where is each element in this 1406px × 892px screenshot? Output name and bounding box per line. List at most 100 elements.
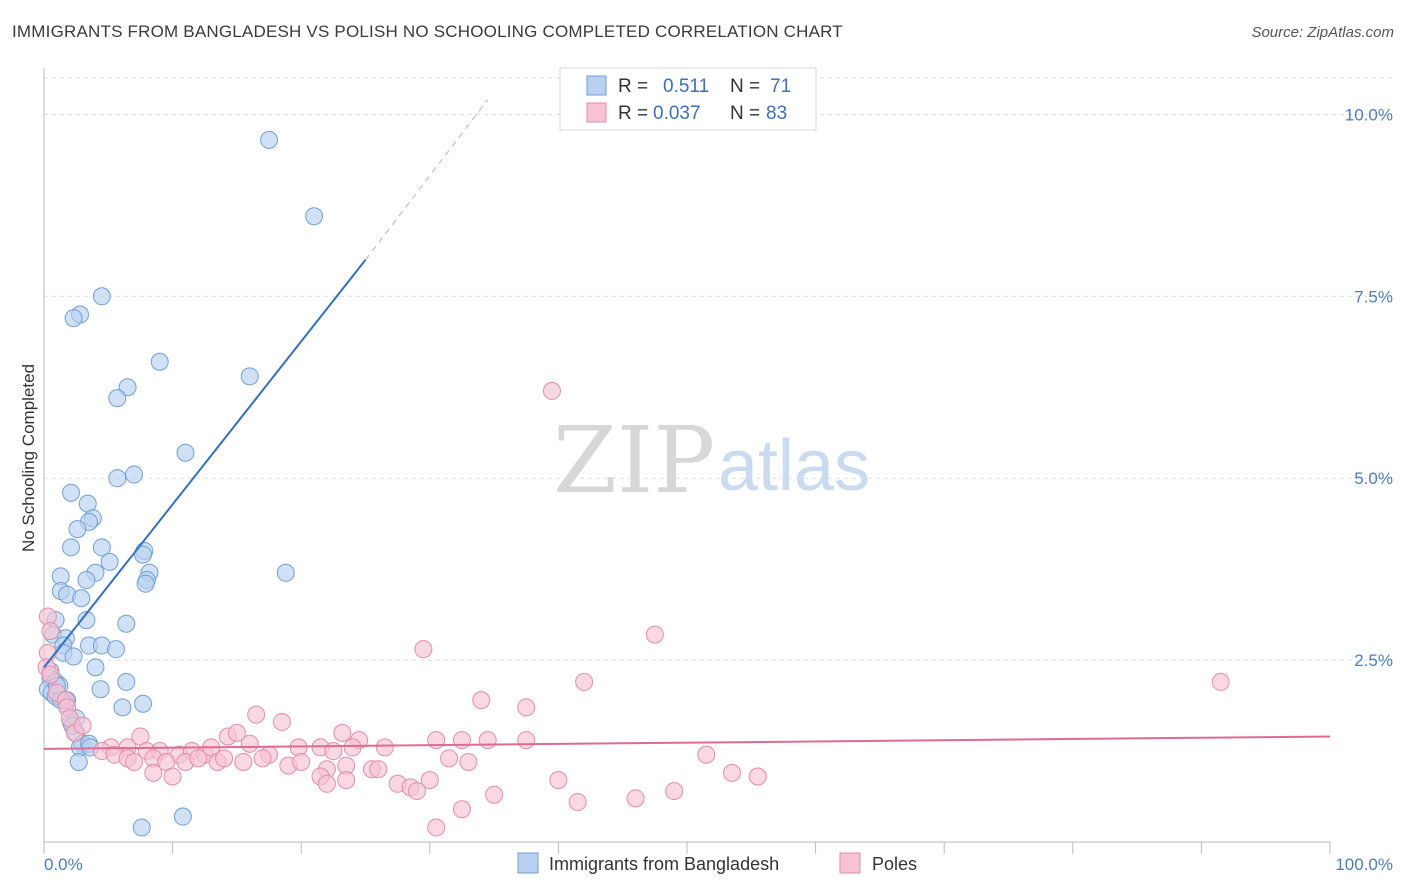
data-point-poles — [517, 731, 536, 750]
data-point-poles — [452, 800, 471, 819]
data-point-bangladesh — [64, 309, 83, 328]
data-point-poles — [626, 789, 645, 808]
data-point-poles — [697, 745, 716, 764]
data-point-poles — [41, 621, 60, 640]
data-point-bangladesh — [62, 538, 81, 557]
data-point-poles — [337, 771, 356, 790]
data-point-bangladesh — [276, 563, 295, 582]
x-tick-label: 0.0% — [44, 855, 83, 874]
y-tick-label: 10.0% — [1345, 105, 1393, 124]
data-point-bangladesh — [305, 207, 324, 226]
y-tick-label: 2.5% — [1354, 651, 1393, 670]
data-point-bangladesh — [77, 571, 96, 590]
legend-n-value-2: 83 — [766, 103, 787, 124]
data-point-poles — [343, 738, 362, 757]
data-point-poles — [452, 731, 471, 750]
data-point-poles — [215, 749, 234, 768]
data-point-poles — [234, 752, 253, 771]
data-point-bangladesh — [176, 443, 195, 462]
legend-r-label-2: R = — [618, 103, 648, 124]
data-point-bangladesh — [136, 574, 155, 593]
legend-swatch-bangladesh — [586, 75, 607, 96]
data-point-bangladesh — [260, 130, 279, 149]
data-point-bangladesh — [240, 367, 259, 386]
data-point-bangladesh — [86, 658, 105, 677]
data-point-poles — [227, 723, 246, 742]
data-point-bangladesh — [92, 287, 111, 306]
chart-title: IMMIGRANTS FROM BANGLADESH VS POLISH NO … — [12, 22, 843, 41]
watermark-zip: ZIP — [553, 407, 715, 514]
data-point-poles — [568, 792, 587, 811]
data-point-bangladesh — [77, 611, 96, 630]
y-axis-title: No Schooling Completed — [19, 364, 38, 552]
bottom-legend-label-bangladesh: Immigrants from Bangladesh — [549, 854, 779, 874]
trend-line-poles — [43, 735, 1331, 750]
data-point-poles — [247, 705, 266, 724]
data-point-bangladesh — [173, 807, 192, 826]
data-point-bangladesh — [134, 545, 153, 564]
series-legend: Immigrants from Bangladesh Poles — [517, 852, 917, 874]
data-point-poles — [542, 381, 561, 400]
data-point-bangladesh — [92, 538, 111, 557]
data-point-poles — [748, 767, 767, 786]
data-point-bangladesh — [117, 672, 136, 691]
data-point-poles — [723, 763, 742, 782]
trend-lines — [43, 99, 1331, 750]
legend-n-label-2: N = — [730, 103, 760, 124]
data-point-bangladesh — [108, 389, 127, 408]
data-point-bangladesh — [108, 469, 127, 488]
data-point-poles — [1211, 672, 1230, 691]
data-point-poles — [369, 760, 388, 779]
data-point-poles — [575, 672, 594, 691]
data-point-bangladesh — [107, 640, 126, 659]
data-point-bangladesh — [64, 647, 83, 666]
data-point-poles — [420, 771, 439, 790]
y-tick-labels: 2.5% 5.0% 7.5% 10.0% — [1345, 105, 1393, 670]
data-point-poles — [665, 782, 684, 801]
data-point-poles — [73, 716, 92, 735]
data-point-poles — [317, 774, 336, 793]
data-point-poles — [125, 752, 144, 771]
data-point-poles — [41, 665, 60, 684]
watermark-atlas: atlas — [718, 426, 870, 506]
trend-line-bangladesh-extension — [365, 99, 489, 261]
axes — [43, 68, 1331, 854]
data-point-bangladesh — [100, 552, 119, 571]
data-point-bangladesh — [132, 818, 151, 837]
legend-r-label-1: R = — [618, 76, 648, 97]
data-point-poles — [427, 818, 446, 837]
data-point-poles — [414, 640, 433, 659]
bottom-legend-swatch-bangladesh — [517, 852, 539, 874]
legend-r-value-1: 0.511 — [663, 76, 709, 97]
data-point-poles — [478, 731, 497, 750]
data-point-poles — [459, 752, 478, 771]
data-point-bangladesh — [91, 680, 110, 699]
data-point-poles — [472, 691, 491, 710]
legend-swatch-poles — [586, 102, 607, 123]
data-point-bangladesh — [69, 752, 88, 771]
data-point-bangladesh — [125, 465, 144, 484]
data-point-poles — [333, 723, 352, 742]
data-point-bangladesh — [117, 614, 136, 633]
data-point-bangladesh — [134, 694, 153, 713]
data-point-poles — [163, 767, 182, 786]
data-point-poles — [375, 738, 394, 757]
legend-r-value-2: 0.037 — [653, 103, 701, 124]
data-point-poles — [407, 782, 426, 801]
legend-n-label-1: N = — [730, 76, 760, 97]
trend-line-bangladesh — [43, 259, 367, 668]
x-tick-labels: 0.0% 100.0% — [44, 855, 1393, 874]
bottom-legend-swatch-poles — [839, 852, 861, 874]
data-point-bangladesh — [62, 483, 81, 502]
data-point-poles — [189, 749, 208, 768]
data-point-poles — [253, 749, 272, 768]
data-point-poles — [292, 752, 311, 771]
x-tick-label: 100.0% — [1335, 855, 1393, 874]
data-point-poles — [645, 625, 664, 644]
legend-n-value-1: 71 — [770, 76, 791, 97]
data-point-poles — [549, 771, 568, 790]
data-point-poles — [272, 712, 291, 731]
data-point-bangladesh — [113, 698, 132, 717]
data-point-poles — [144, 763, 163, 782]
